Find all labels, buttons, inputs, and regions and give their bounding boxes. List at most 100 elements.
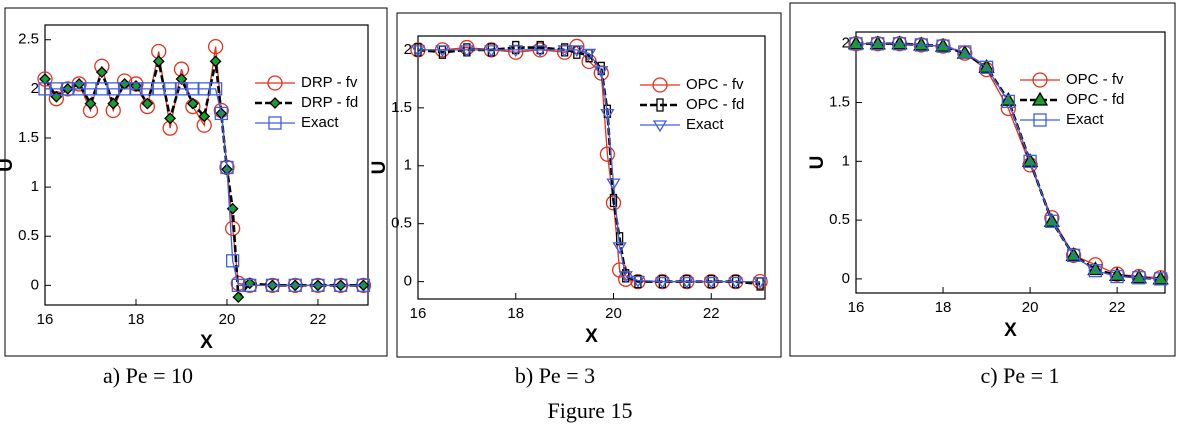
marker (95, 66, 108, 79)
marker (84, 97, 97, 110)
legend-label: DRP - fd (301, 94, 358, 111)
marker (175, 73, 188, 85)
marker (892, 37, 907, 51)
x-tick-label: 16 (410, 305, 427, 322)
y-tick-label: 1.5 (391, 99, 412, 116)
y-tick-label: 2 (842, 35, 850, 52)
legend-label: OPC - fd (686, 96, 744, 113)
marker (334, 278, 348, 293)
marker (630, 273, 646, 290)
marker (1110, 269, 1124, 284)
marker (1088, 264, 1103, 278)
y-tick-label: 2.5 (18, 31, 39, 48)
marker (288, 278, 302, 293)
legend-label: Exact (1066, 111, 1104, 128)
panel-frame (789, 2, 1176, 357)
marker (849, 37, 863, 51)
marker (752, 276, 768, 289)
legend-marker (268, 116, 282, 130)
marker (630, 275, 646, 288)
marker (508, 45, 523, 58)
y-axis-label: U (807, 156, 828, 170)
marker (728, 276, 743, 289)
marker (208, 82, 223, 96)
marker (612, 242, 627, 255)
marker (605, 195, 622, 211)
marker (1023, 154, 1037, 168)
legend-marker (267, 75, 283, 91)
y-tick-label: 0.5 (829, 211, 850, 228)
panel-caption: c) Pe = 1 (981, 363, 1060, 388)
marker (1132, 271, 1146, 285)
legend-marker (269, 97, 281, 109)
y-tick-label: 1 (31, 178, 39, 195)
marker (209, 55, 222, 68)
marker (958, 45, 972, 59)
marker (1066, 248, 1081, 263)
plot-area (855, 31, 1166, 294)
marker (39, 73, 51, 85)
panel-caption: b) Pe = 3 (515, 363, 595, 388)
marker (164, 112, 177, 125)
marker (618, 271, 633, 284)
marker (871, 37, 885, 51)
panel-caption: a) Pe = 10 (103, 363, 193, 388)
marker (593, 65, 609, 81)
marker (704, 276, 719, 289)
figure-caption: Figure 15 (548, 398, 633, 423)
marker (615, 232, 624, 246)
legend-label: DRP - fv (301, 74, 358, 91)
x-tick-label: 18 (935, 299, 952, 316)
marker (198, 110, 211, 123)
legend-marker (652, 120, 668, 133)
marker (569, 45, 584, 58)
marker (410, 45, 426, 58)
marker (37, 71, 53, 87)
y-tick-label: 0 (404, 273, 412, 290)
marker (533, 45, 548, 58)
legend-label: OPC - fd (1066, 91, 1124, 108)
marker (435, 45, 450, 58)
y-tick-label: 2 (404, 41, 412, 58)
marker (265, 278, 280, 293)
x-tick-label: 18 (128, 311, 145, 328)
y-tick-label: 1 (842, 152, 850, 169)
x-tick-label: 18 (507, 305, 524, 322)
marker (891, 35, 908, 50)
y-tick-label: 0.5 (391, 215, 412, 232)
x-tick-label: 20 (605, 305, 622, 322)
marker (107, 97, 120, 110)
x-axis-label: X (200, 332, 213, 353)
x-tick-label: 20 (219, 311, 236, 328)
series-line (856, 43, 1161, 280)
marker (186, 97, 199, 110)
marker (581, 48, 597, 61)
marker (914, 38, 928, 52)
series-line (43, 61, 364, 301)
y-tick-label: 0.5 (18, 227, 39, 244)
marker (459, 45, 475, 58)
marker (71, 76, 87, 92)
legend-label: Exact (301, 114, 339, 131)
marker (357, 279, 370, 292)
legend-marker (1033, 113, 1047, 127)
marker (594, 66, 609, 79)
marker (311, 278, 325, 293)
marker (207, 38, 224, 55)
marker (232, 291, 245, 304)
marker (459, 39, 475, 56)
x-tick-label: 22 (703, 305, 720, 322)
marker (599, 146, 616, 162)
x-tick-label: 22 (310, 311, 327, 328)
marker (141, 97, 154, 110)
panel-frame (396, 12, 782, 358)
legend-marker (1032, 72, 1048, 88)
x-tick-label: 20 (1022, 299, 1039, 316)
marker (508, 44, 524, 60)
marker (655, 276, 670, 289)
x-tick-label: 22 (1109, 299, 1126, 316)
plot-area (417, 35, 766, 300)
legend-marker (652, 77, 668, 93)
